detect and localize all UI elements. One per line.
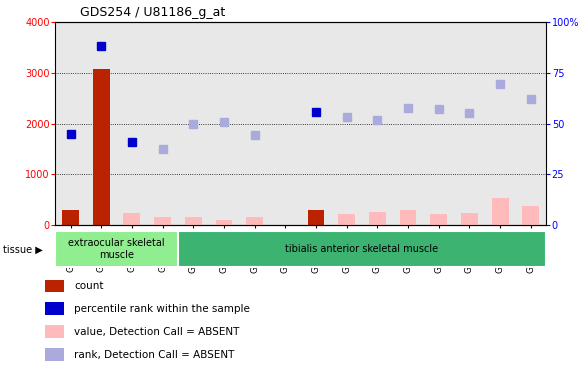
Text: count: count [74, 281, 104, 291]
Bar [338, 214, 355, 225]
Bar [45, 325, 64, 338]
Text: value, Detection Call = ABSENT: value, Detection Call = ABSENT [74, 327, 240, 337]
Bar [461, 213, 478, 225]
Bar [307, 210, 324, 225]
Bar [369, 212, 386, 225]
Bar [431, 214, 447, 225]
Bar [522, 206, 539, 225]
Bar [124, 213, 141, 225]
Text: rank, Detection Call = ABSENT: rank, Detection Call = ABSENT [74, 350, 235, 359]
Bar [246, 217, 263, 225]
Bar [93, 69, 110, 225]
Bar [185, 217, 202, 225]
Bar [55, 231, 178, 267]
Bar [154, 217, 171, 225]
Bar [178, 231, 546, 267]
Bar [62, 210, 79, 225]
Bar [45, 302, 64, 315]
Bar [492, 198, 508, 225]
Text: percentile rank within the sample: percentile rank within the sample [74, 304, 250, 314]
Text: tissue ▶: tissue ▶ [3, 244, 42, 255]
Bar [45, 280, 64, 292]
Text: tibialis anterior skeletal muscle: tibialis anterior skeletal muscle [285, 244, 439, 254]
Bar [400, 210, 417, 225]
Bar [216, 220, 232, 225]
Text: GDS254 / U81186_g_at: GDS254 / U81186_g_at [80, 6, 225, 19]
Bar [45, 348, 64, 361]
Text: extraocular skeletal
muscle: extraocular skeletal muscle [68, 238, 165, 260]
